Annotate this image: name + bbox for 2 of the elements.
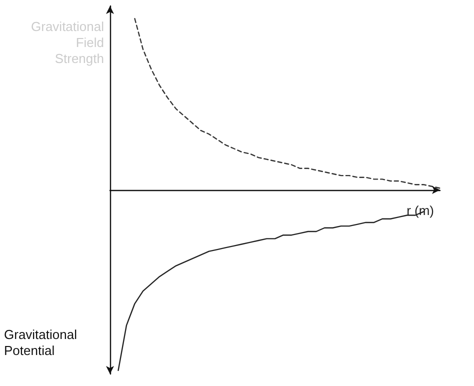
x-axis-title: r (m) bbox=[406, 203, 434, 218]
text: Gravitational Potential bbox=[4, 326, 78, 358]
